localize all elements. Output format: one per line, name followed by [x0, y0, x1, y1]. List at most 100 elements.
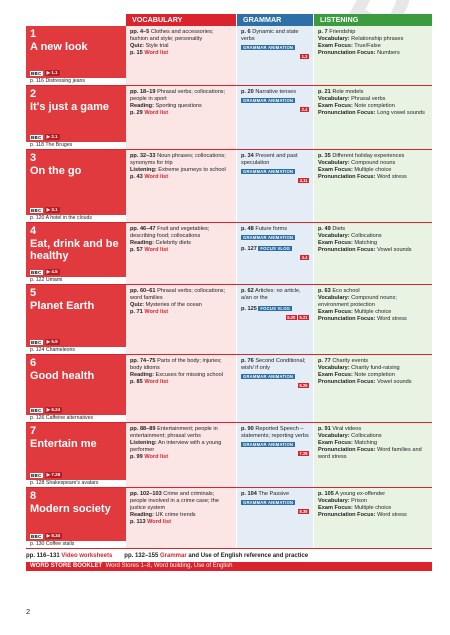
unit-cell[interactable]: 3 On the go BBC ▶ 3.1 p. 120 A hotel in the …: [26, 150, 126, 222]
grammar-animation-tag[interactable]: GRAMMAR ANIMATION: [241, 234, 296, 240]
grammar-chip[interactable]: 7.29: [297, 450, 309, 456]
pronunciation-focus-text: Word stress: [377, 315, 407, 322]
word-list-link[interactable]: Word list: [144, 378, 169, 385]
pronunciation-focus-text: Vowel sounds: [377, 246, 412, 253]
grammar-chip[interactable]: 6.25: [297, 382, 309, 388]
grammar-animation-tag[interactable]: GRAMMAR ANIMATION: [241, 441, 296, 447]
unit-row: 5 Planet Earth BBC ▶ 5.9 p. 124 Chameleons pp…: [26, 285, 432, 355]
grammar-animation-tag[interactable]: GRAMMAR ANIMATION: [241, 168, 296, 174]
reading-text: Excuses for missing school: [155, 371, 223, 378]
word-list-link[interactable]: Word list: [144, 173, 169, 180]
unit-cell[interactable]: 6 Good health BBC ▶ 6.24 p. 126 Caffeine alt…: [26, 355, 126, 422]
grammar-chip[interactable]: 3.11: [298, 177, 309, 183]
bbc-video-badge[interactable]: BBC ▶ 4.5: [30, 269, 60, 275]
unit-video-extra[interactable]: p. 130 Coffee stalls: [26, 540, 126, 548]
grammar-chips: 6.25: [241, 382, 309, 390]
unit-video-extra[interactable]: p. 122 Umami: [26, 276, 126, 284]
word-list-link[interactable]: Word list: [144, 453, 169, 460]
vlog-page: p. 127: [241, 245, 257, 252]
grammar-topic: Present and past speculation: [241, 153, 298, 166]
unit-cell[interactable]: 8 Modern society BBC ▶ 8.34 p. 130 Coffee st…: [26, 488, 126, 548]
vocab-pages: pp. 60–61: [130, 288, 156, 294]
grammar-animation-tag[interactable]: GRAMMAR ANIMATION: [241, 499, 296, 505]
unit-number: 4: [30, 225, 37, 237]
unit-cell[interactable]: 2 It's just a game BBC ▶ 2.1 p. 118 The Brug…: [26, 86, 126, 149]
vocab-topics: Phrasal verbs; collocations; people in s…: [130, 89, 226, 102]
bbc-video-badge[interactable]: BBC ▶ 5.9: [30, 339, 60, 345]
word-list-page: p. 85: [130, 378, 143, 385]
unit-title: It's just a game: [30, 101, 110, 113]
unit-cell[interactable]: 5 Planet Earth BBC ▶ 5.9 p. 124 Chameleons: [26, 285, 126, 354]
unit-video-extra[interactable]: p. 116 Distressing jeans: [26, 77, 126, 85]
vocab-topics: Parts of the body; injuries; body idioms: [130, 358, 222, 371]
listening-topic: A young ex-offender: [335, 491, 386, 497]
exam-focus-text: True/False: [354, 42, 381, 49]
grammar-cell: p. 104 The Passive GRAMMAR ANIMATION 8.35: [237, 488, 314, 548]
unit-row: 8 Modern society BBC ▶ 8.34 p. 130 Coffee st…: [26, 488, 432, 549]
listening-vocab-text: Charity fund-raising: [351, 364, 400, 371]
grammar-chip[interactable]: 2.4: [300, 106, 309, 112]
grammar-animation-tag[interactable]: GRAMMAR ANIMATION: [241, 97, 296, 103]
grammar-chip[interactable]: 5.21: [297, 314, 309, 320]
unit-cell[interactable]: 4 Eat, drink and be healthy BBC ▶ 4.5 p. 122…: [26, 223, 126, 284]
unit-number: 3: [30, 152, 37, 164]
listening-vocab-text: Phrasal verbs: [351, 95, 386, 102]
unit-cell[interactable]: 7 Entertain me BBC ▶ 7.28 p. 128 Shakespeare…: [26, 423, 126, 487]
unit-number: 6: [30, 357, 37, 369]
reading-label: Reading:: [130, 102, 154, 109]
grammar-chip[interactable]: 1.2: [300, 53, 309, 59]
word-list-link[interactable]: Word list: [144, 109, 169, 116]
word-list-page: p. 15: [130, 49, 143, 56]
grammar-chips: 1.2: [241, 53, 309, 61]
bbc-video-badge[interactable]: BBC ▶ 7.28: [30, 472, 63, 478]
pronunciation-focus-label: Pronunciation Focus:: [318, 511, 376, 518]
unit-row: 7 Entertain me BBC ▶ 7.28 p. 128 Shakespeare…: [26, 423, 432, 488]
vocab-topics: Phrasal verbs; collocations; word famili…: [130, 288, 226, 301]
unit-video-extra[interactable]: p. 128 Shakespeare's avatars: [26, 479, 126, 487]
bbc-video-badge[interactable]: BBC ▶ 3.1: [30, 207, 60, 213]
unit-title: Modern society: [30, 503, 111, 515]
focus-vlog-tag[interactable]: FOCUS VLOG: [258, 305, 293, 311]
exam-focus-label: Exam Focus:: [318, 102, 353, 109]
vocab-topics: Fruit and vegetables; describing food; c…: [130, 226, 210, 239]
focus-vlog-tag[interactable]: FOCUS VLOG: [258, 245, 293, 251]
word-list-link[interactable]: Word list: [144, 308, 169, 315]
bbc-video-badge[interactable]: BBC ▶ 8.34: [30, 533, 63, 539]
unit-title: Planet Earth: [30, 300, 95, 312]
grammar-cell: p. 34 Present and past speculation GRAMMA…: [237, 150, 314, 222]
reading-text: UK crime trends: [155, 511, 196, 518]
exam-focus-text: Multiple choice: [354, 166, 392, 173]
bbc-video-badge[interactable]: BBC ▶ 2.1: [30, 134, 60, 140]
unit-video-extra[interactable]: p. 124 Chameleons: [26, 346, 126, 354]
listening-topic: Eco school: [332, 288, 360, 294]
film-icon: ▶ 3.1: [44, 207, 60, 213]
unit-video-extra[interactable]: p. 120 A hotel in the clouds: [26, 214, 126, 222]
word-list-link[interactable]: Word list: [144, 246, 169, 253]
video-worksheets-ref[interactable]: pp. 116–131 Video worksheets: [26, 553, 113, 559]
word-list-page: p. 57: [130, 246, 143, 253]
bbc-video-badge[interactable]: BBC ▶ 6.24: [30, 407, 63, 413]
grammar-chip[interactable]: 4.4: [300, 254, 309, 260]
unit-video-extra[interactable]: p. 118 The Bruges: [26, 141, 126, 149]
bbc-logo: BBC: [30, 269, 43, 275]
vocab-pages: pp. 18–19: [130, 89, 156, 95]
bbc-logo: BBC: [30, 134, 43, 140]
listening-page: p. 35: [318, 153, 331, 159]
grammar-reference-ref[interactable]: pp. 132–155 Grammar and Use of English r…: [124, 553, 309, 559]
vocabulary-cell: pp. 60–61 Phrasal verbs; collocations; w…: [126, 285, 237, 354]
unit-title: Entertain me: [30, 438, 97, 450]
vocab-topics: Clothes and accessories; fashion and sty…: [130, 29, 214, 42]
grammar-animation-tag[interactable]: GRAMMAR ANIMATION: [241, 44, 296, 50]
exam-focus-label: Exam Focus:: [318, 439, 353, 446]
listening-vocab-text: Collocations: [351, 232, 382, 239]
unit-video-extra[interactable]: p. 126 Caffeine alternatives: [26, 414, 126, 422]
exam-focus-text: Multiple choice: [354, 504, 392, 511]
word-list-link[interactable]: Word list: [147, 518, 171, 525]
grammar-chip[interactable]: 8.35: [297, 508, 309, 514]
word-list-link[interactable]: Word list: [144, 49, 169, 56]
bbc-video-badge[interactable]: BBC ▶ 1.1: [30, 70, 60, 76]
grammar-chip[interactable]: 5.20: [285, 314, 297, 320]
word-store-booklet-bar[interactable]: WORD STORE BOOKLET Word Stores 1–8, Word…: [26, 562, 432, 571]
grammar-animation-tag[interactable]: GRAMMAR ANIMATION: [241, 373, 296, 379]
